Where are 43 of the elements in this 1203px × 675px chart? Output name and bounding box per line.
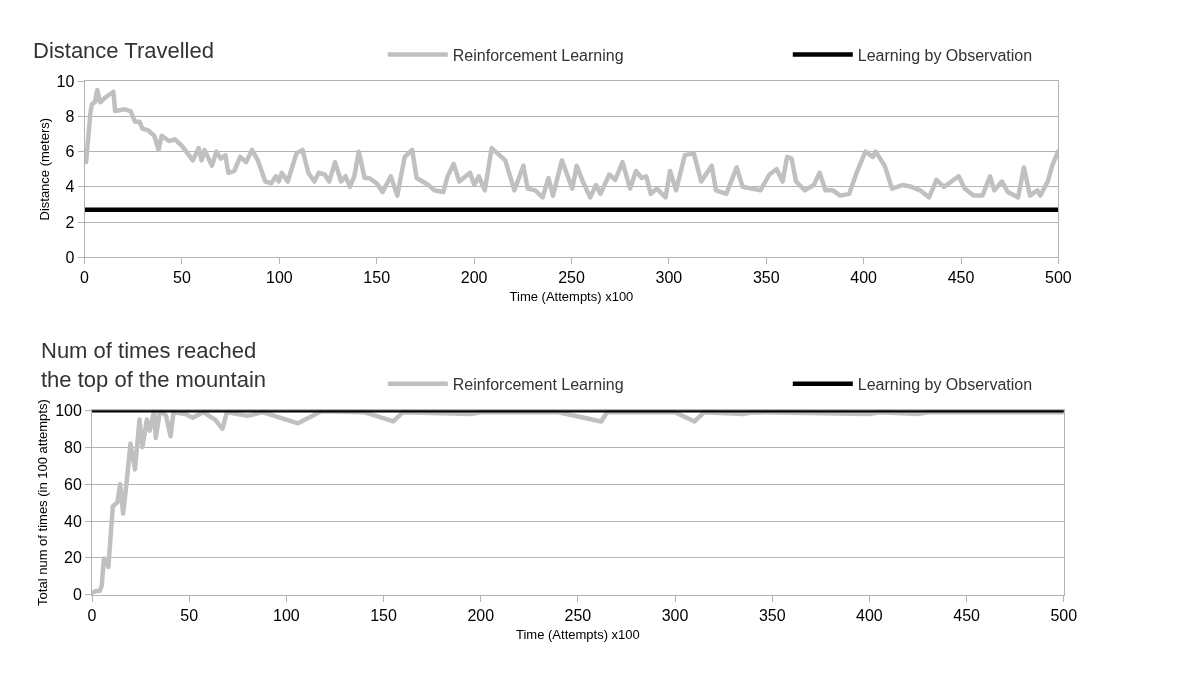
x-tick-label: 350 — [752, 269, 780, 287]
y-tick-label: 80 — [64, 438, 82, 456]
y-tick-label: 10 — [56, 72, 75, 90]
x-tick-label: 200 — [467, 606, 495, 624]
x-tick-label: 400 — [856, 606, 883, 624]
x-tick-label: 350 — [758, 606, 786, 624]
x-tick-label: 150 — [370, 606, 397, 624]
x-tick-label: 200 — [460, 269, 488, 287]
x-tick-label: 300 — [655, 269, 683, 287]
y-axis-title: Total num of times (in 100 attempts) — [35, 399, 51, 606]
y-tick-label: 40 — [64, 512, 82, 530]
y-axis-title: Distance (meters) — [36, 117, 52, 221]
legend-label: Reinforcement Learning — [452, 46, 624, 64]
x-tick-label: 150 — [363, 269, 391, 287]
x-tick-label: 400 — [850, 269, 878, 287]
y-tick-label: 2 — [65, 213, 75, 231]
x-axis-title: Time (Attempts) x100 — [516, 626, 640, 642]
y-tick-label: 0 — [65, 248, 75, 266]
x-tick-label: 0 — [87, 606, 97, 624]
x-tick-label: 500 — [1050, 606, 1078, 624]
y-tick-label: 20 — [64, 549, 82, 567]
chart-title: Distance Travelled — [33, 38, 214, 63]
y-tick-label: 8 — [65, 107, 75, 125]
x-tick-label: 500 — [1045, 269, 1072, 287]
y-tick-label: 100 — [55, 401, 82, 419]
y-tick-label: 60 — [64, 475, 82, 493]
x-tick-label: 450 — [947, 269, 975, 287]
x-axis-title: Time (Attempts) x100 — [509, 289, 634, 305]
chart-title: Num of times reached the top of the mountain — [41, 338, 267, 392]
x-tick-label: 50 — [173, 269, 191, 287]
y-tick-label: 6 — [65, 143, 75, 161]
x-tick-label: 100 — [273, 606, 300, 624]
y-tick-label: 4 — [65, 178, 75, 196]
x-tick-label: 50 — [180, 606, 199, 624]
y-tick-label: 0 — [72, 586, 82, 604]
legend-label: Reinforcement Learning — [452, 375, 624, 393]
x-tick-label: 100 — [265, 269, 293, 287]
x-tick-label: 250 — [558, 269, 585, 287]
legend-label: Learning by Observation — [857, 375, 1033, 393]
legend-label: Learning by Observation — [857, 46, 1033, 64]
x-tick-label: 300 — [661, 606, 689, 624]
x-tick-label: 450 — [953, 606, 981, 624]
x-tick-label: 250 — [564, 606, 592, 624]
